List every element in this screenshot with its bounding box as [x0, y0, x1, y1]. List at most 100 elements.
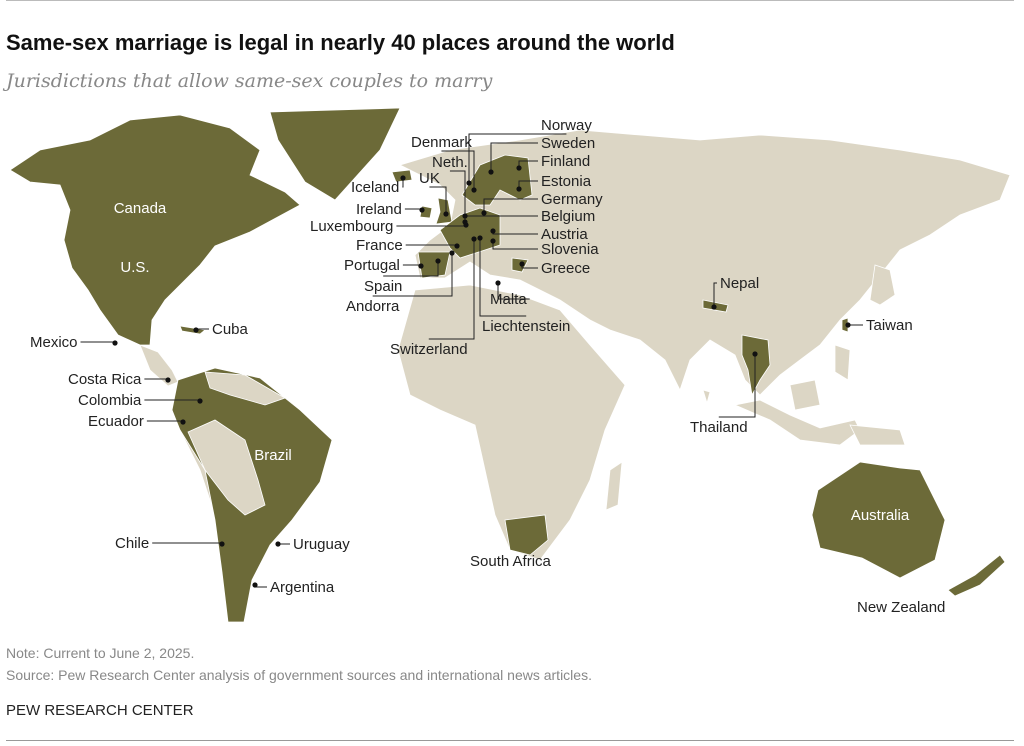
source: Source: Pew Research Center analysis of … [6, 667, 592, 683]
taiwan [841, 317, 849, 333]
location-dot [462, 213, 468, 219]
label-mexico: Mexico [30, 334, 78, 351]
page-title: Same-sex marriage is legal in nearly 40 … [6, 30, 675, 55]
central-america [139, 344, 179, 387]
leader-line [152, 542, 223, 544]
label-finland: Finland [541, 153, 590, 170]
label-norway: Norway [541, 117, 592, 134]
label-neth-: Neth. [432, 154, 468, 171]
location-dot [180, 419, 186, 425]
iberia [417, 251, 451, 279]
location-dot [471, 236, 477, 242]
label-denmark: Denmark [411, 134, 472, 151]
location-dot [443, 211, 449, 217]
location-dot [471, 187, 477, 193]
leader-line [402, 178, 404, 188]
label-thailand: Thailand [690, 419, 748, 436]
location-dot [488, 169, 494, 175]
borneo [789, 379, 821, 411]
location-dot [490, 228, 496, 234]
japan [869, 264, 896, 306]
leader-line [383, 261, 439, 277]
label-new-zealand: New Zealand [857, 599, 945, 616]
location-dot [252, 582, 258, 588]
label-canada: Canada [114, 200, 167, 217]
label-chile: Chile [115, 535, 149, 552]
location-dot [449, 250, 455, 256]
label-cuba: Cuba [212, 321, 249, 338]
leader-line [718, 354, 756, 418]
indonesia [733, 399, 861, 446]
label-portugal: Portugal [344, 257, 400, 274]
label-austria: Austria [541, 226, 588, 243]
note: Note: Current to June 2, 2025. [6, 645, 195, 661]
label-iceland: Iceland [351, 179, 399, 196]
location-dot [275, 541, 281, 547]
philippines [834, 344, 851, 381]
location-dot [845, 322, 851, 328]
location-dot [462, 219, 468, 225]
leader-line [449, 170, 466, 216]
south-america-nonlegal-overlay [187, 419, 266, 516]
thailand [741, 334, 771, 397]
location-dot [495, 280, 501, 286]
location-dot [490, 238, 496, 244]
leader-line [483, 198, 538, 213]
leader-line [497, 283, 530, 300]
leader-line [492, 241, 538, 250]
bottom-divider [6, 740, 1014, 741]
label-malta: Malta [490, 291, 527, 308]
label-uk: UK [419, 170, 440, 187]
label-switzerland: Switzerland [390, 341, 468, 358]
leader-line [490, 142, 538, 172]
label-u-s-: U.S. [120, 259, 149, 276]
label-greece: Greece [541, 260, 590, 277]
sri-lanka [702, 389, 711, 405]
label-ecuador: Ecuador [88, 413, 144, 430]
label-sweden: Sweden [541, 135, 595, 152]
location-dot [454, 243, 460, 249]
madagascar [605, 461, 623, 511]
label-spain: Spain [364, 278, 402, 295]
location-dot [165, 377, 171, 383]
label-liechtenstein: Liechtenstein [482, 318, 570, 335]
africa [397, 284, 626, 561]
brand-logo-text: PEW RESEARCH CENTER [6, 702, 194, 719]
cuba [179, 325, 206, 335]
leader-line [80, 341, 116, 343]
label-nepal: Nepal [720, 275, 759, 292]
label-colombia: Colombia [78, 392, 142, 409]
location-dot [516, 165, 522, 171]
label-uruguay: Uruguay [293, 536, 350, 553]
location-dot [711, 304, 717, 310]
papua [849, 424, 906, 446]
location-dot [197, 398, 203, 404]
label-costa-rica: Costa Rica [68, 371, 142, 388]
label-slovenia: Slovenia [541, 241, 599, 258]
south-africa [504, 514, 549, 556]
subtitle: Jurisdictions that allow same-sex couple… [6, 70, 493, 92]
location-dot [519, 261, 525, 267]
leader-line [468, 133, 567, 183]
location-dot [419, 207, 425, 213]
scandinavia [461, 154, 533, 206]
location-dot [219, 541, 225, 547]
label-south-africa: South Africa [470, 553, 552, 570]
label-taiwan: Taiwan [866, 317, 913, 334]
label-australia: Australia [851, 507, 910, 524]
location-dot [435, 258, 441, 264]
leader-line [479, 238, 527, 317]
label-estonia: Estonia [541, 173, 592, 190]
leader-line [372, 253, 453, 297]
location-dot [477, 235, 483, 241]
venezuela-overlay [204, 371, 286, 406]
label-brazil: Brazil [254, 447, 292, 464]
greenland [269, 107, 401, 201]
leader-line [428, 239, 475, 340]
location-dot [418, 263, 424, 269]
location-dot [516, 186, 522, 192]
leader-line [518, 180, 538, 189]
label-ireland: Ireland [356, 201, 402, 218]
